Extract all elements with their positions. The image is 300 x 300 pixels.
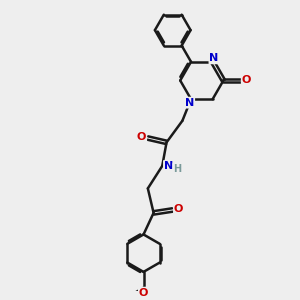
Text: N: N [185,98,194,108]
Text: N: N [209,53,219,63]
Text: O: O [242,76,251,85]
Text: O: O [137,132,146,142]
Text: O: O [139,288,148,298]
Text: H: H [173,164,181,174]
Text: O: O [174,204,183,214]
Text: N: N [164,161,173,171]
